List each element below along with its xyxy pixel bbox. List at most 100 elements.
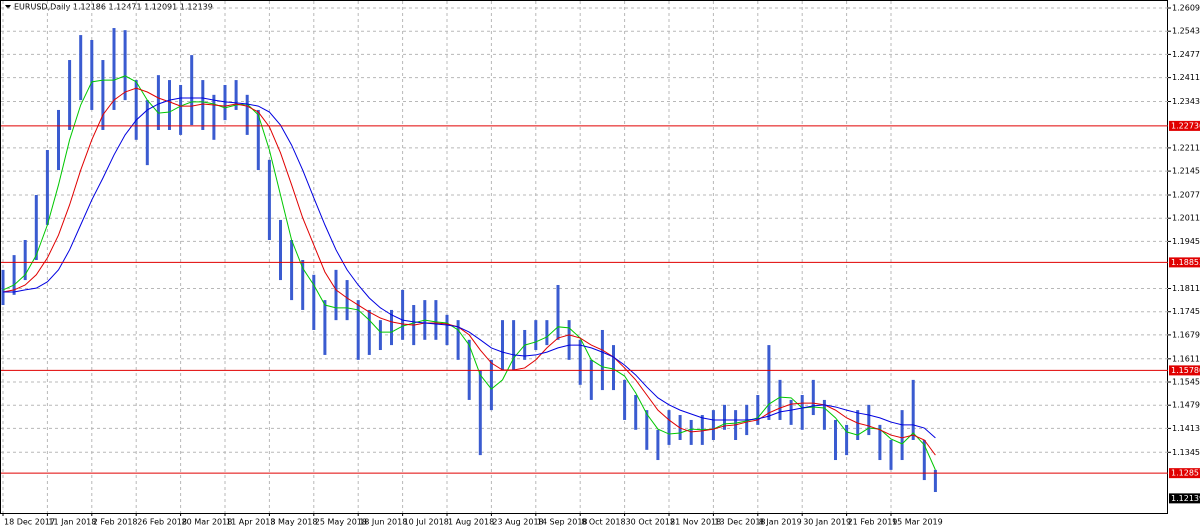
price-bar — [811, 379, 815, 416]
price-bar — [711, 410, 715, 440]
price-bar — [367, 309, 371, 355]
price-bar — [567, 320, 571, 360]
x-tick-label: 21 Feb 2019 — [848, 518, 898, 527]
level-label-bg — [1169, 257, 1200, 268]
price-bar — [90, 39, 94, 110]
x-tick-label: 25 May 2018 — [315, 518, 367, 527]
price-bar — [401, 289, 405, 340]
price-bar — [789, 399, 793, 425]
price-bar — [856, 410, 860, 440]
price-bar — [345, 280, 349, 321]
chart-title: EURUSD,Daily 1.12186 1.12471 1.12091 1.1… — [14, 3, 213, 12]
y-tick-label: 1.24110 — [1172, 73, 1200, 82]
level-label: 1.15780 — [1171, 366, 1200, 375]
y-tick-label: 1.14790 — [1172, 401, 1200, 410]
x-tick-label: 15 Mar 2019 — [892, 518, 943, 527]
price-bar — [756, 395, 760, 425]
price-bar — [933, 469, 937, 493]
x-tick-label: 18 Dec 2017 — [4, 518, 55, 527]
price-bar — [501, 320, 504, 371]
price-bar — [323, 300, 327, 355]
menu-arrow — [5, 5, 11, 9]
y-tick-label: 1.26090 — [1172, 4, 1200, 13]
level-label-bg — [1169, 365, 1200, 376]
y-tick-label: 1.21450 — [1172, 167, 1200, 176]
price-bar — [778, 379, 782, 420]
price-bar — [889, 439, 893, 470]
price-bar — [445, 314, 449, 346]
x-tick-label: 11 Jan 2018 — [48, 518, 96, 527]
y-tick-label: 1.17450 — [1172, 307, 1200, 316]
moving-average-line — [2, 75, 936, 471]
price-bar — [634, 395, 638, 430]
x-tick-label: 30 Jan 2019 — [803, 518, 851, 527]
price-bar — [456, 320, 460, 360]
price-bar — [822, 399, 826, 430]
price-bar — [168, 80, 171, 130]
x-tick-label: 8 Oct 2018 — [581, 518, 625, 527]
moving-average-line — [2, 87, 936, 456]
price-bar — [390, 309, 393, 346]
level-label: 1.22736 — [1171, 121, 1200, 130]
price-bar — [667, 410, 671, 445]
price-bar — [23, 239, 27, 281]
y-tick-label: 1.13450 — [1172, 448, 1200, 457]
price-bar — [123, 30, 127, 101]
price-bar — [245, 94, 249, 135]
price-bar — [57, 109, 60, 171]
x-tick-label: 8 Jan 2019 — [759, 518, 802, 527]
x-tick-label: 30 Oct 2018 — [626, 518, 675, 527]
x-tick-label: 23 Aug 2018 — [492, 518, 543, 527]
price-bar — [578, 339, 582, 385]
y-tick-label: 1.14130 — [1172, 424, 1200, 433]
x-tick-label: 3 May 2018 — [270, 518, 317, 527]
price-bar — [834, 419, 837, 461]
price-bar — [900, 410, 904, 461]
level-label: 1.12857 — [1171, 469, 1200, 478]
level-label-bg — [1169, 468, 1200, 479]
y-tick-label: 1.20770 — [1172, 191, 1200, 200]
y-tick-label: 1.25430 — [1172, 27, 1200, 36]
price-bar — [612, 345, 615, 391]
price-bar — [767, 345, 771, 420]
price-bar — [800, 395, 804, 430]
x-tick-label: 13 Dec 2018 — [714, 518, 765, 527]
price-bar — [312, 274, 316, 330]
price-bar — [112, 28, 116, 110]
price-bar — [156, 75, 160, 130]
price-bar — [101, 60, 105, 130]
price-bar — [689, 419, 693, 445]
price-bar — [34, 195, 38, 261]
price-bar — [378, 320, 382, 351]
price-bar — [623, 379, 627, 420]
moving-average-line — [3, 97, 936, 439]
price-bar — [45, 150, 49, 225]
price-bar — [645, 410, 649, 450]
level-label: 1.18853 — [1171, 258, 1200, 267]
price-bar — [234, 80, 238, 110]
price-bar — [134, 80, 138, 140]
price-bar — [434, 300, 438, 340]
y-tick-label: 1.22110 — [1172, 143, 1200, 152]
price-bar — [467, 339, 471, 400]
x-tick-label: 10 Jul 2018 — [404, 518, 449, 527]
current-price-bg — [1169, 493, 1200, 504]
price-bar — [212, 94, 216, 140]
y-tick-label: 1.24770 — [1172, 50, 1200, 59]
level-label-bg — [1169, 120, 1200, 131]
price-bar — [201, 80, 205, 130]
x-tick-label: 20 Mar 2018 — [182, 518, 233, 527]
price-bar — [223, 84, 227, 121]
x-tick-label: 2 Feb 2018 — [93, 518, 138, 527]
price-bar — [600, 329, 604, 391]
price-bar — [301, 260, 305, 310]
y-tick-label: 1.15450 — [1172, 377, 1200, 386]
current-price-label: 1.12139 — [1171, 494, 1200, 503]
price-bar — [656, 429, 660, 461]
price-bar — [279, 219, 282, 281]
x-tick-label: 21 Nov 2018 — [670, 518, 721, 527]
price-bar — [911, 379, 915, 440]
price-bar — [545, 320, 549, 346]
